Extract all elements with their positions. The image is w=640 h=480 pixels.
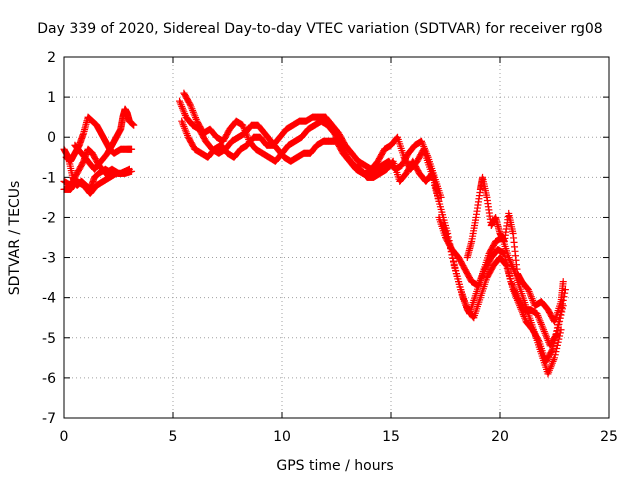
y-tick-label: -3 [42, 251, 56, 267]
plus-marker [552, 348, 560, 356]
y-tick-label: -7 [42, 411, 56, 427]
y-tick-label: 2 [47, 50, 56, 66]
y-tick-label: 0 [47, 130, 56, 146]
y-tick-label: -6 [42, 371, 56, 387]
plus-marker [451, 263, 459, 271]
chart-title: Day 339 of 2020, Sidereal Day-to-day VTE… [37, 21, 602, 37]
plus-marker [554, 338, 562, 346]
plus-marker [555, 335, 563, 343]
plus-marker [555, 320, 563, 328]
plus-marker [130, 121, 138, 129]
plus-marker [505, 271, 513, 279]
data-marks [60, 89, 569, 378]
plus-marker [452, 266, 460, 274]
plus-marker [558, 308, 566, 316]
x-tick-label: 0 [60, 429, 69, 445]
plus-marker [551, 354, 558, 362]
series-track-d [60, 169, 120, 197]
x-tick-label: 15 [382, 429, 400, 445]
plus-marker [506, 275, 514, 283]
plus-marker [128, 145, 136, 153]
plus-marker [504, 265, 512, 273]
plus-marker [186, 100, 194, 108]
plus-marker [125, 165, 133, 173]
plus-marker [428, 169, 436, 177]
plus-marker [430, 176, 438, 184]
y-tick-label: 1 [47, 90, 56, 106]
plus-marker [429, 172, 437, 180]
plus-marker [551, 351, 559, 359]
plus-marker [446, 242, 454, 250]
plus-marker [556, 314, 564, 322]
plus-marker [448, 251, 456, 259]
y-tick-label: -5 [42, 331, 56, 347]
y-tick-label: -2 [42, 210, 56, 226]
x-tick-label: 10 [273, 429, 291, 445]
plus-marker [557, 326, 565, 334]
y-axis-label: SDTVAR / TECUs [7, 181, 23, 296]
plus-marker [469, 313, 477, 321]
plus-marker [556, 332, 564, 340]
x-axis-label: GPS time / hours [276, 458, 393, 474]
x-tick-label: 20 [491, 429, 509, 445]
series-track-e [71, 105, 138, 173]
plus-marker [393, 134, 401, 142]
plus-marker [556, 329, 564, 337]
series-track-h [180, 89, 443, 205]
x-tick-label: 5 [169, 429, 178, 445]
plus-marker [548, 346, 556, 354]
plus-marker [553, 344, 561, 352]
plus-marker [447, 245, 455, 253]
series-track-l [463, 173, 567, 326]
x-tick-label: 25 [600, 429, 618, 445]
y-tick-label: -4 [42, 291, 56, 307]
plus-marker [553, 341, 561, 349]
plus-marker [112, 169, 120, 177]
plus-marker [449, 254, 457, 262]
plus-marker [447, 248, 455, 256]
plus-marker [388, 158, 396, 166]
y-tick-label: -1 [42, 170, 56, 186]
plus-marker [449, 257, 457, 265]
plus-marker [552, 331, 560, 339]
plus-marker [559, 278, 567, 286]
plot-frame [63, 56, 610, 419]
plus-marker [450, 260, 458, 268]
